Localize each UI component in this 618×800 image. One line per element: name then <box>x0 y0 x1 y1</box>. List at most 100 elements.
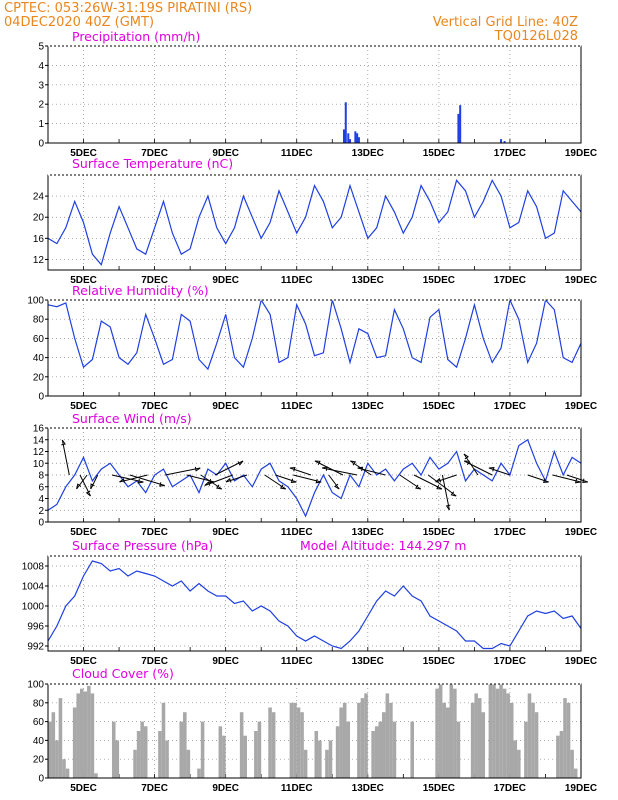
wind-arrow <box>111 474 144 483</box>
wind-arrow <box>441 474 450 511</box>
x-tick-label: 13DEC <box>352 783 384 794</box>
x-tick-label: 5DEC <box>70 275 97 286</box>
panel-title: Surface Pressure (hPa) <box>72 538 213 553</box>
wind-arrow-head <box>85 490 91 497</box>
cloud-bar <box>453 688 457 778</box>
wind-arrow <box>90 474 99 490</box>
wind-arrow <box>566 474 588 483</box>
series-line <box>47 560 582 650</box>
cloud-bar <box>335 726 340 778</box>
cloud-bar <box>371 731 375 778</box>
x-tick-label: 13DEC <box>352 401 384 412</box>
cloud-bar <box>477 698 482 778</box>
header-run-date: 04DEC2020 40Z (GMT) <box>4 15 154 30</box>
wind-arrow-head <box>322 466 328 471</box>
x-tick-label: 13DEC <box>352 656 384 667</box>
cloud-bar <box>563 698 567 778</box>
cloud-bar <box>179 721 184 778</box>
y-tick-label: 60 <box>33 334 45 345</box>
cloud-bar <box>495 688 500 778</box>
y-tick-label: 0 <box>38 392 44 403</box>
x-tick-label: 17DEC <box>494 275 526 286</box>
x-tick-label: 7DEC <box>141 783 168 794</box>
y-tick-label: 8 <box>38 471 44 482</box>
x-tick-label: 11DEC <box>281 401 313 412</box>
wind-arrow <box>527 474 549 483</box>
wind-arrow <box>463 460 493 476</box>
cloud-bar <box>200 721 205 778</box>
y-tick-label: 1000 <box>22 602 45 613</box>
x-tick-label: 9DEC <box>212 148 239 159</box>
cloud-bar <box>161 702 166 778</box>
cloud-bar <box>186 749 191 778</box>
precip-bar <box>357 137 360 143</box>
x-tick-label: 11DEC <box>281 783 313 794</box>
panel-annotation: Model Altitude: 144.297 m <box>300 538 466 553</box>
panel-title: Precipitation (mm/h) <box>72 29 200 44</box>
cloud-bar <box>183 712 187 778</box>
cloud-bar <box>140 721 144 778</box>
series-line <box>47 438 582 518</box>
x-tick-label: 15DEC <box>423 275 455 286</box>
panel-frame <box>47 555 582 652</box>
wind-arrow <box>488 467 511 476</box>
x-tick-label: 19DEC <box>565 783 597 794</box>
y-tick-label: 12 <box>33 255 45 266</box>
cloud-bar <box>342 702 347 778</box>
precip-bar <box>354 131 357 143</box>
wind-arrow-head <box>279 484 286 490</box>
cloud-bar <box>513 740 518 778</box>
series-line <box>47 178 582 266</box>
wind-arrow-head <box>314 460 321 466</box>
x-tick-label: 9DEC <box>212 401 239 412</box>
y-tick-label: 4 <box>38 494 44 505</box>
panel-4: Surface Pressure (hPa) Model Altitude: 14… <box>22 538 597 667</box>
y-tick-label: 3 <box>38 80 44 91</box>
cloud-bar <box>339 707 343 778</box>
cloud-bar <box>435 688 439 778</box>
precip-bar <box>344 102 347 143</box>
wind-arrow-head <box>450 491 457 497</box>
x-tick-label: 19DEC <box>565 656 597 667</box>
cloud-bar <box>566 702 571 778</box>
cloud-bar <box>257 721 262 778</box>
cloud-bar <box>115 740 120 778</box>
precip-bar <box>503 141 506 143</box>
wind-arrow <box>427 474 457 497</box>
y-tick-label: 100 <box>27 296 44 307</box>
cloud-bar <box>239 712 244 778</box>
y-tick-label: 14 <box>33 435 45 446</box>
wind-arrow <box>200 474 223 490</box>
x-tick-label: 5DEC <box>70 656 97 667</box>
wind-arrow-head <box>350 460 357 466</box>
y-tick-label: 24 <box>33 192 45 203</box>
x-tick-label: 9DEC <box>212 527 239 538</box>
y-tick-label: 100 <box>27 680 44 691</box>
y-tick-label: 20 <box>33 755 45 766</box>
cloud-bar <box>364 693 368 778</box>
cloud-bar <box>62 759 66 778</box>
y-tick-label: 2 <box>38 506 44 517</box>
cloud-bar <box>499 684 503 778</box>
cloud-bar <box>517 749 521 778</box>
wind-arrow-head <box>315 478 322 484</box>
cloud-bar <box>573 768 578 778</box>
y-tick-label: 0 <box>38 139 44 150</box>
cloud-bar <box>502 688 507 778</box>
wind-arrow <box>435 474 457 483</box>
cloud-bar <box>556 735 560 778</box>
y-tick-label: 2 <box>38 100 44 111</box>
wind-arrow-head <box>289 467 296 472</box>
cloud-bar <box>328 740 333 778</box>
cloud-bar <box>289 702 294 778</box>
wind-arrow-head <box>76 483 82 490</box>
y-tick-label: 80 <box>33 315 45 326</box>
cloud-bar <box>79 688 84 778</box>
wind-arrow <box>314 460 344 476</box>
x-tick-label: 13DEC <box>352 527 384 538</box>
cloud-bar <box>243 735 247 778</box>
cloud-bar <box>474 693 478 778</box>
precip-bar <box>356 133 359 143</box>
x-tick-label: 15DEC <box>423 527 455 538</box>
